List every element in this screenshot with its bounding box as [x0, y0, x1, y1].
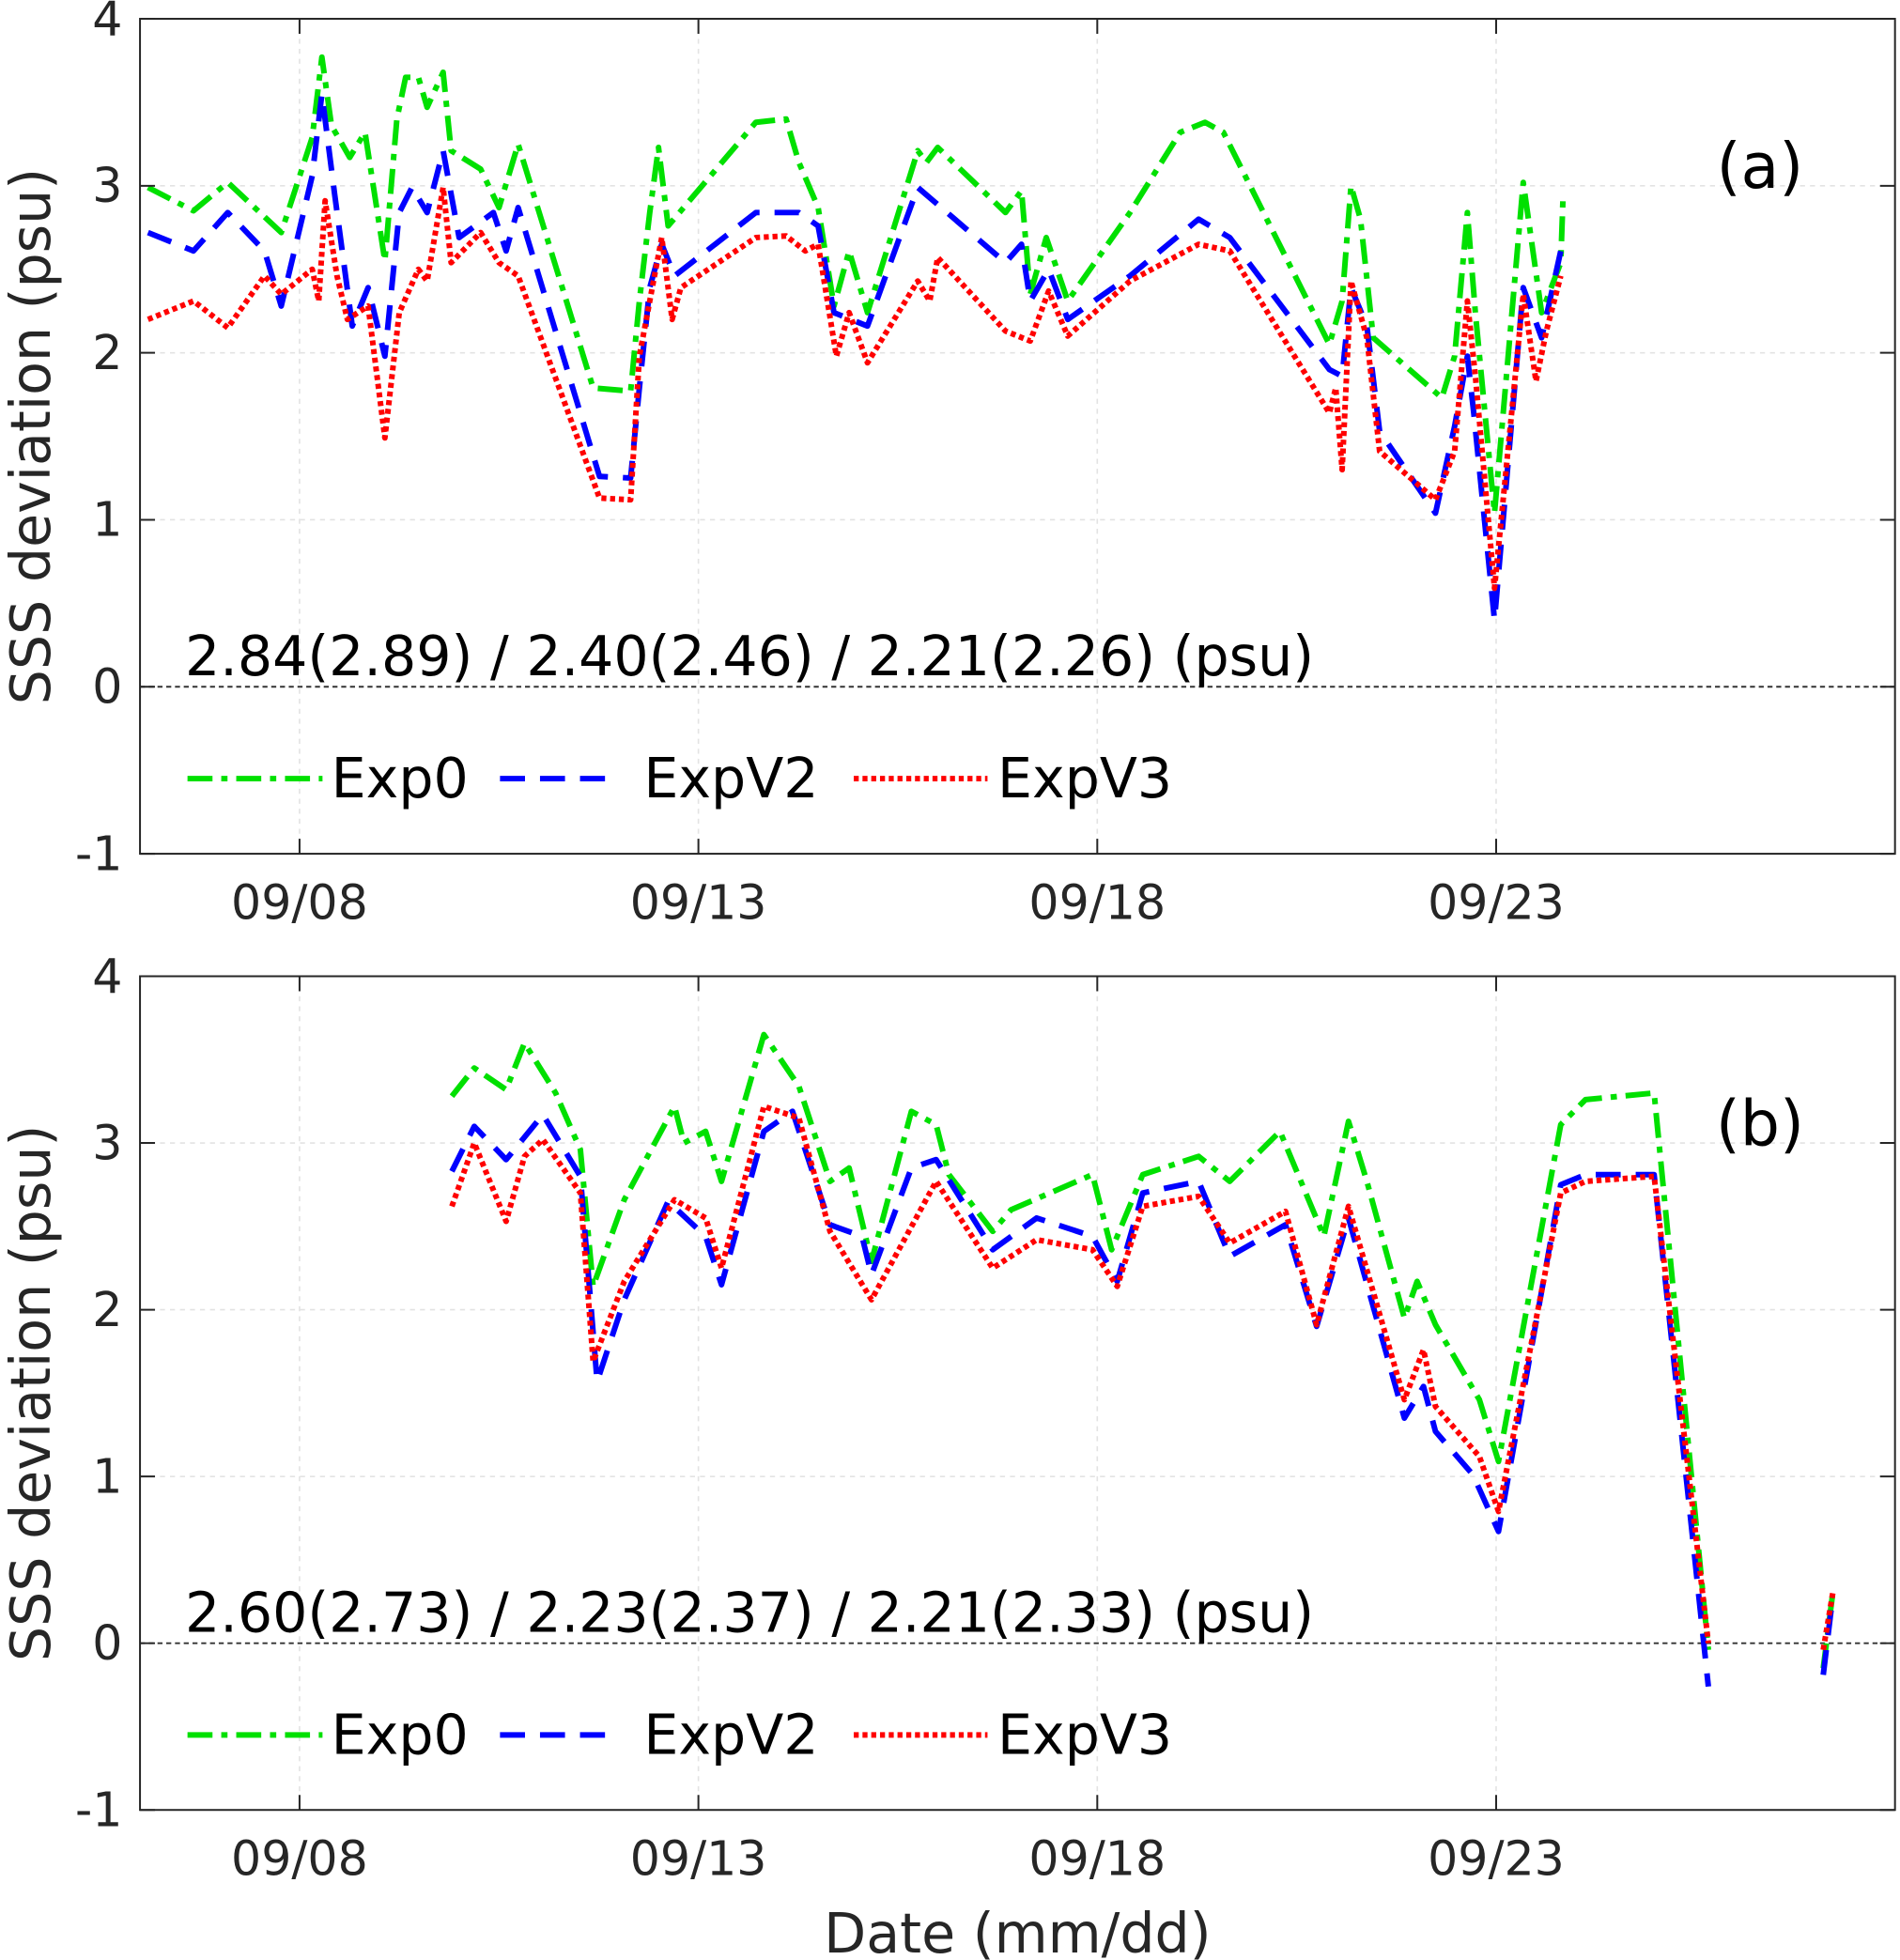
x-tick-label: 09/13	[630, 874, 767, 930]
y-tick-label: 4	[92, 0, 122, 46]
series-line-exp0	[147, 54, 1567, 517]
series-line-expv3	[449, 1103, 1836, 1651]
legend-label: Exp0	[332, 1703, 469, 1767]
legend-label: ExpV2	[643, 1703, 818, 1767]
x-tick-label: 09/23	[1428, 874, 1565, 930]
axes-box	[139, 18, 1896, 856]
legend-item-expv2: ExpV2	[500, 747, 819, 810]
panel-label: (b)	[1716, 1087, 1804, 1160]
legend-label: ExpV2	[643, 747, 818, 810]
legend-label: ExpV3	[997, 1703, 1172, 1767]
x-tick-label: 09/18	[1028, 874, 1166, 930]
series-line-expv2	[449, 1108, 1836, 1688]
y-tick-label: 1	[92, 492, 122, 548]
statistics-annotation: 2.84(2.89) / 2.40(2.46) / 2.21(2.26) (ps…	[185, 625, 1314, 688]
legend-item-exp0: Exp0	[187, 1703, 469, 1767]
legend-item-exp0: Exp0	[187, 747, 469, 810]
y-tick-label: 1	[92, 1448, 122, 1504]
y-tick-label: 4	[92, 949, 122, 1004]
series-line-expv3	[147, 184, 1564, 592]
y-tick-label: 3	[92, 1115, 122, 1170]
legend-item-expv3: ExpV3	[854, 1703, 1172, 1767]
y-tick-label: 0	[92, 1615, 122, 1671]
y-tick-label: 2	[92, 325, 122, 380]
x-tick-label: 09/13	[630, 1830, 767, 1886]
y-tick-label: -1	[75, 1783, 122, 1838]
x-tick-label: 09/23	[1428, 1830, 1565, 1886]
legend-item-expv3: ExpV3	[854, 747, 1172, 810]
y-tick-label: 0	[92, 659, 122, 715]
axes-box	[139, 975, 1896, 1812]
y-axis-label: SSS deviation (psu)	[0, 1125, 63, 1661]
legend-item-expv2: ExpV2	[500, 1703, 819, 1767]
legend-label: ExpV3	[997, 747, 1172, 810]
panel-label: (a)	[1717, 130, 1804, 203]
x-axis-label: Date (mm/dd)	[824, 1902, 1211, 1960]
statistics-annotation: 2.60(2.73) / 2.23(2.37) / 2.21(2.33) (ps…	[185, 1582, 1314, 1645]
y-tick-label: -1	[75, 826, 122, 881]
y-axis-label: SSS deviation (psu)	[0, 168, 63, 704]
x-tick-label: 09/08	[231, 1830, 368, 1886]
y-tick-label: 2	[92, 1282, 122, 1337]
series-line-exp0	[449, 1031, 1836, 1669]
panel-a: -1 0 1 2 3 4 09/08 09/13 09/18 09/23 SSS deviation…	[0, 0, 1896, 930]
x-tick-label: 09/18	[1028, 1830, 1166, 1886]
legend-label: Exp0	[332, 747, 469, 810]
x-tick-label: 09/08	[231, 874, 368, 930]
panel-b: -1 0 1 2 3 4 09/08 09/13 09/18 09/23 SSS deviation…	[0, 949, 1896, 1960]
y-tick-label: 3	[92, 158, 122, 213]
